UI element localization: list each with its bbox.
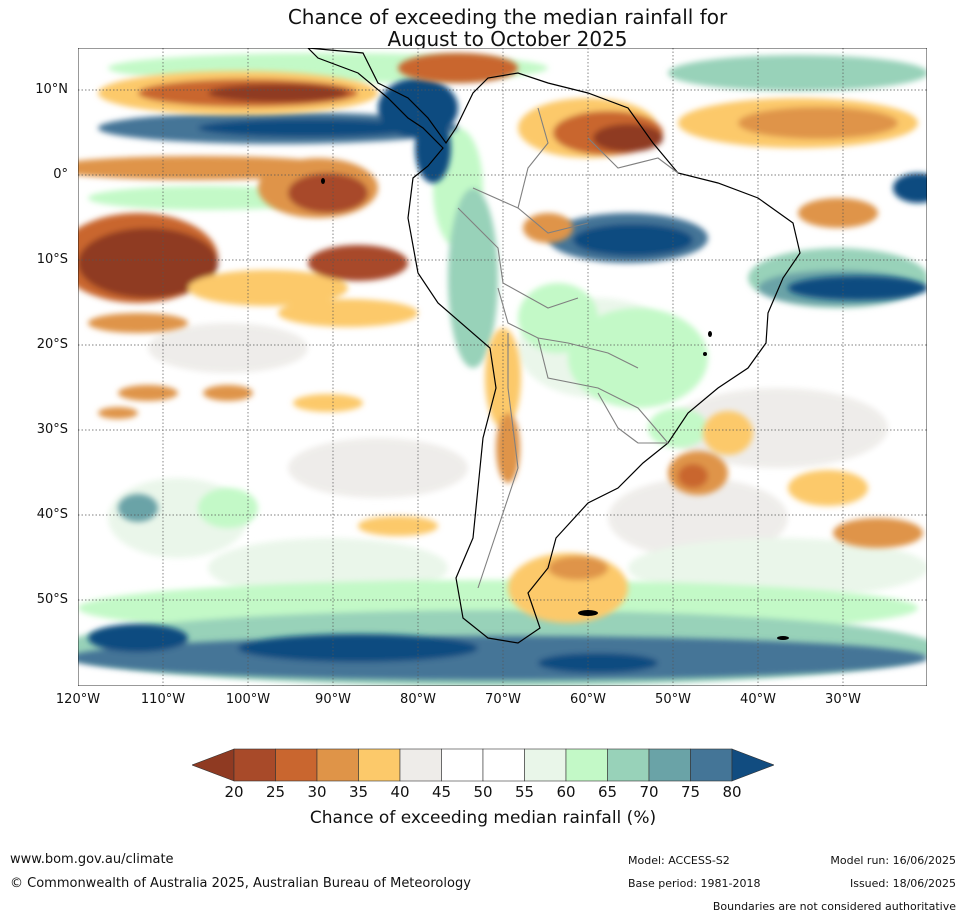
lat-label-30s: 30°S bbox=[36, 422, 68, 437]
colorbar-tick-60: 60 bbox=[556, 783, 576, 801]
footer-base-period: Base period: 1981-2018 bbox=[628, 877, 761, 890]
footer-model: Model: ACCESS-S2 bbox=[628, 854, 730, 867]
colorbar-swatch-40-45 bbox=[399, 748, 442, 782]
colorbar-arrow-high bbox=[731, 748, 774, 782]
rainfall-map bbox=[78, 48, 927, 686]
lon-label-50w: 50°W bbox=[655, 692, 691, 707]
lon-label-110w: 110°W bbox=[140, 692, 186, 707]
footer-url: www.bom.gov.au/climate bbox=[10, 852, 174, 867]
colorbar-swatch-55-60 bbox=[524, 748, 567, 782]
lon-label-90w: 90°W bbox=[315, 692, 351, 707]
lon-label-40w: 40°W bbox=[740, 692, 776, 707]
colorbar-swatch-20-25 bbox=[233, 748, 276, 782]
lat-label-50s: 50°S bbox=[36, 592, 68, 607]
lon-label-80w: 80°W bbox=[400, 692, 436, 707]
colorbar-swatch-25-30 bbox=[275, 748, 318, 782]
lon-label-30w: 30°W bbox=[825, 692, 861, 707]
colorbar-label: Chance of exceeding median rainfall (%) bbox=[309, 808, 657, 828]
map-title-line2: August to October 2025 bbox=[387, 27, 628, 51]
footer-copyright: © Commonwealth of Australia 2025, Austra… bbox=[10, 876, 471, 891]
colorbar-tick-55: 55 bbox=[514, 783, 535, 801]
lon-label-100w: 100°W bbox=[225, 692, 271, 707]
lon-label-60w: 60°W bbox=[570, 692, 606, 707]
lat-label-10n: 10°N bbox=[35, 82, 68, 97]
colorbar-tick-40: 40 bbox=[390, 783, 410, 801]
colorbar-swatch-45-50 bbox=[441, 748, 484, 782]
map-title-line1: Chance of exceeding the median rainfall … bbox=[287, 5, 728, 29]
colorbar-swatch-75-80 bbox=[690, 748, 733, 782]
lon-label-70w: 70°W bbox=[485, 692, 521, 707]
colorbar-tick-50: 50 bbox=[473, 783, 493, 801]
colorbar-tick-35: 35 bbox=[348, 783, 369, 801]
colorbar-tick-20: 20 bbox=[224, 783, 244, 801]
lat-label-10s: 10°S bbox=[36, 252, 68, 267]
colorbar-swatch-60-65 bbox=[565, 748, 608, 782]
colorbar-swatch-70-75 bbox=[648, 748, 691, 782]
colorbar-tick-80: 80 bbox=[722, 783, 742, 801]
colorbar-tick-75: 75 bbox=[680, 783, 701, 801]
footer-issued: Issued: 18/06/2025 bbox=[849, 877, 956, 890]
footer-disclaimer: Boundaries are not considered authoritat… bbox=[712, 900, 956, 913]
lon-label-120w: 120°W bbox=[55, 692, 101, 707]
colorbar-tick-70: 70 bbox=[639, 783, 659, 801]
colorbar-tick-25: 25 bbox=[265, 783, 286, 801]
colorbar-tick-45: 45 bbox=[431, 783, 452, 801]
footer-model-run: Model run: 16/06/2025 bbox=[830, 854, 956, 867]
colorbar-swatch-50-55 bbox=[482, 748, 525, 782]
colorbar-arrow-low bbox=[192, 748, 235, 782]
colorbar-swatch-35-40 bbox=[358, 748, 401, 782]
colorbar bbox=[192, 748, 774, 782]
colorbar-swatch-30-35 bbox=[316, 748, 359, 782]
colorbar-tick-30: 30 bbox=[307, 783, 327, 801]
colorbar-swatch-65-70 bbox=[607, 748, 650, 782]
rainfall-map-graphic bbox=[78, 48, 927, 686]
colorbar-tick-65: 65 bbox=[597, 783, 618, 801]
lat-label-40s: 40°S bbox=[36, 507, 68, 522]
lat-label-0: 0° bbox=[53, 167, 68, 182]
lat-label-20s: 20°S bbox=[36, 337, 68, 352]
